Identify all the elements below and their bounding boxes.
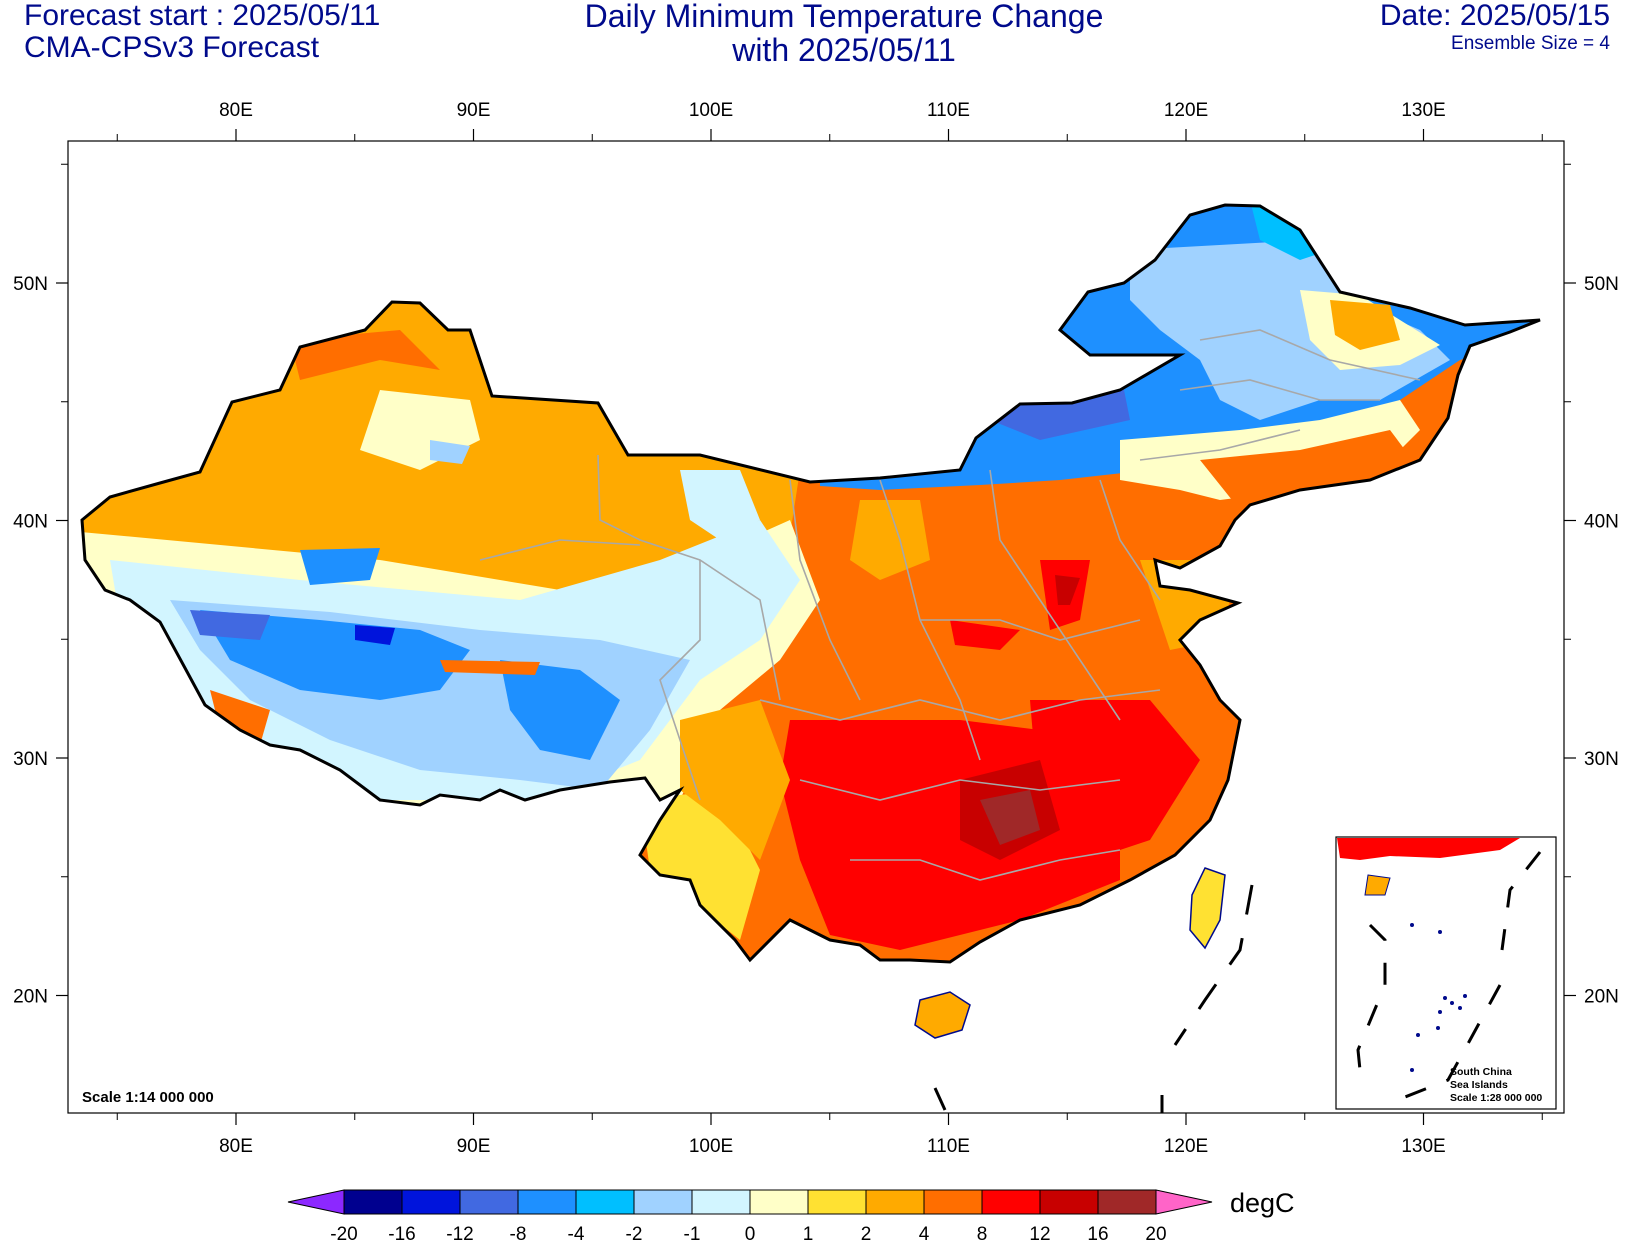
lon-label-bottom: 130E [1401,1136,1445,1157]
colorbar-label: 8 [977,1224,988,1241]
colorbar-label: 16 [1087,1224,1108,1241]
colorbar-swatch [401,1189,461,1215]
colorbar-swatch [691,1189,751,1215]
colorbar-swatch [517,1189,577,1215]
title-line-2: with 2025/05/11 [732,31,956,68]
lat-label-left: 20N [13,987,48,1008]
province-borders [479,329,1421,881]
lon-label-top: 80E [219,100,253,121]
colorbar-high-arrow [1155,1189,1213,1215]
colorbar-label: 20 [1145,1224,1166,1241]
colorbar-swatch [633,1189,693,1215]
lon-label-bottom: 120E [1164,1136,1208,1157]
colorbar-swatch [459,1189,519,1215]
colorbar-swatch [865,1189,925,1215]
header-left: Forecast start : 2025/05/11 CMA-CPSv3 Fo… [24,0,380,63]
map-title: Daily Minimum Temperature Change with 20… [0,0,1632,67]
lat-label-right: 20N [1584,987,1619,1008]
lat-label-right: 50N [1584,274,1619,295]
lat-label-left: 50N [13,274,48,295]
lon-label-top: 90E [457,100,491,121]
header-right: Date: 2025/05/15 Ensemble Size = 4 [1380,0,1610,53]
lat-label-left: 30N [13,749,48,770]
colorbar-label: 4 [919,1224,930,1241]
colorbar-swatch [981,1189,1041,1215]
colorbar-label: -4 [568,1224,585,1241]
hainan-island [914,991,971,1039]
lon-label-bottom: 80E [219,1136,253,1157]
colorbar-swatch [1039,1189,1099,1215]
colorbar-label: 1 [803,1224,814,1241]
forecast-start-label: Forecast start : 2025/05/11 [24,0,381,32]
lon-label-top: 110E [927,100,970,121]
colorbar-label: -16 [388,1224,415,1241]
lon-label-bottom: 100E [689,1136,733,1157]
colorbar-label: 2 [861,1224,872,1241]
title-line-1: Daily Minimum Temperature Change [584,0,1104,34]
lat-label-left: 40N [13,512,48,533]
model-label: CMA-CPSv3 Forecast [24,30,320,64]
colorbar-label: 12 [1029,1224,1050,1241]
ensemble-label: Ensemble Size = 4 [1451,32,1610,54]
colorbar-label: -20 [330,1224,357,1241]
colorbar-swatch [749,1189,809,1215]
colorbar-label: -8 [510,1224,527,1241]
lon-label-top: 120E [1164,100,1208,121]
lon-label-top: 100E [689,100,733,121]
lon-label-bottom: 90E [457,1136,491,1157]
colorbar-swatch [343,1189,403,1215]
colorbar-low-arrow [287,1189,345,1215]
colorbar-swatch [807,1189,867,1215]
colorbar-swatch [1097,1189,1157,1215]
inset-label-line-3: Scale 1:28 000 000 [1450,1092,1542,1104]
colorbar-label: 0 [745,1224,756,1241]
colorbar-label: -1 [684,1224,701,1241]
inset-label-line-2: Sea Islands [1450,1079,1508,1091]
colorbar-unit: degC [1230,1188,1295,1218]
china-outline [80,203,1541,964]
date-label: Date: 2025/05/15 [1379,0,1610,32]
colorbar-label: -2 [626,1224,643,1241]
inset-label-line-1: South China [1450,1066,1512,1078]
lon-label-top: 130E [1401,100,1445,121]
colorbar-swatch [575,1189,635,1215]
south-china-sea-inset: South China Sea Islands Scale 1:28 000 0… [1335,836,1557,1110]
scale-label: Scale 1:14 000 000 [82,1089,214,1106]
colorbar-swatch [923,1189,983,1215]
taiwan-island [1189,867,1226,950]
lat-label-right: 30N [1584,749,1619,770]
map-axes: 80E 80E 90E 90E 100E 100E 110E 110E 120E 120E 130E… [13,100,1619,1157]
lon-label-bottom: 110E [927,1136,970,1157]
maritime-boundary [933,884,1254,1113]
lat-label-right: 40N [1584,512,1619,533]
colorbar-label: -12 [446,1224,473,1241]
